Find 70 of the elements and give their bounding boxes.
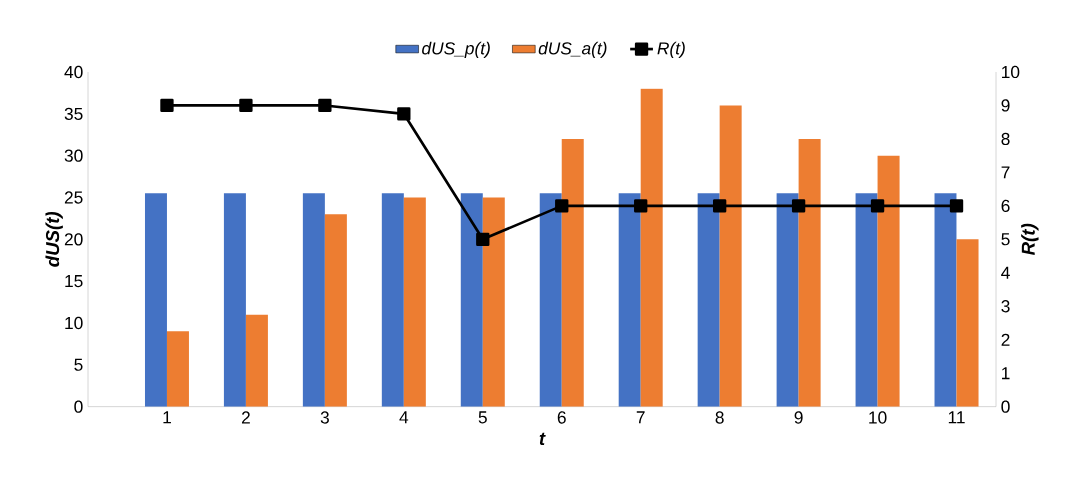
x-tick-label: 10 (869, 411, 887, 424)
bar (302, 193, 325, 407)
y2-tick-label: 4 (1001, 267, 1010, 279)
y-axis-title: dUS(t) (45, 212, 63, 267)
point (160, 98, 174, 113)
y-tick-label: 15 (65, 275, 83, 288)
bar (697, 193, 720, 407)
y2-tick-label: 9 (1001, 99, 1010, 112)
y-tick-label: 25 (64, 191, 83, 204)
bar (956, 239, 979, 407)
point (476, 232, 490, 247)
y2-tick-label: 8 (1001, 132, 1010, 146)
y-tick-label: 35 (64, 107, 83, 121)
point (870, 199, 885, 213)
bar (877, 155, 900, 407)
y-tick-label: 30 (64, 149, 83, 162)
y2-tick-label: 5 (1001, 233, 1010, 246)
point (318, 98, 332, 113)
point (239, 98, 253, 113)
bar (144, 193, 167, 407)
x-tick-label: 1 (163, 411, 171, 424)
bar (719, 105, 742, 407)
x-tick-label: 4 (399, 411, 409, 424)
bar (324, 214, 347, 407)
bar (618, 193, 641, 407)
y2-tick-label: 1 (1002, 367, 1010, 380)
y-tick-label: 5 (74, 358, 83, 372)
bar (776, 193, 799, 407)
x-tick-label: 5 (478, 411, 487, 424)
bar (798, 139, 821, 407)
point (949, 199, 964, 213)
x-tick-label: 11 (948, 411, 965, 424)
point (712, 199, 727, 213)
y2-tick-label: 10 (1002, 66, 1020, 79)
bar (245, 314, 268, 407)
x-tick-label: 2 (241, 411, 250, 424)
point (634, 199, 648, 213)
bar (855, 193, 878, 407)
y2-tick-label: 0 (1001, 400, 1010, 413)
y2-tick-label: 7 (1001, 166, 1010, 179)
legend-label: dUS_a(t) (538, 41, 607, 59)
bar (934, 193, 957, 407)
x-tick-label: 9 (794, 411, 803, 424)
x-axis-title: t (539, 432, 546, 446)
y-tick-label: 20 (64, 233, 83, 246)
bar (482, 197, 505, 407)
x-tick-label: 7 (636, 411, 645, 424)
bar (166, 331, 189, 407)
x-tick-label: 8 (715, 411, 724, 424)
x-tick-label: 6 (557, 411, 566, 424)
point (397, 107, 411, 121)
x-tick-label: 3 (320, 411, 329, 424)
y-tick-label: 10 (65, 317, 83, 330)
bar (640, 88, 663, 407)
bar (381, 193, 404, 407)
point (555, 199, 569, 213)
point (791, 199, 806, 213)
y-tick-label: 0 (74, 400, 83, 413)
bar (460, 193, 483, 407)
y2-tick-label: 6 (1001, 199, 1010, 213)
bar (539, 193, 562, 407)
y2-tick-label: 3 (1001, 300, 1010, 313)
y2-tick-label: 2 (1001, 333, 1010, 346)
legend-label: dUS_p(t) (422, 41, 490, 59)
y2-axis-title: R(t) (1021, 223, 1039, 256)
y-tick-label: 40 (64, 66, 83, 79)
bar (561, 139, 584, 407)
bar (403, 197, 426, 407)
legend-label: R(t) (657, 41, 685, 59)
bar (223, 193, 246, 407)
